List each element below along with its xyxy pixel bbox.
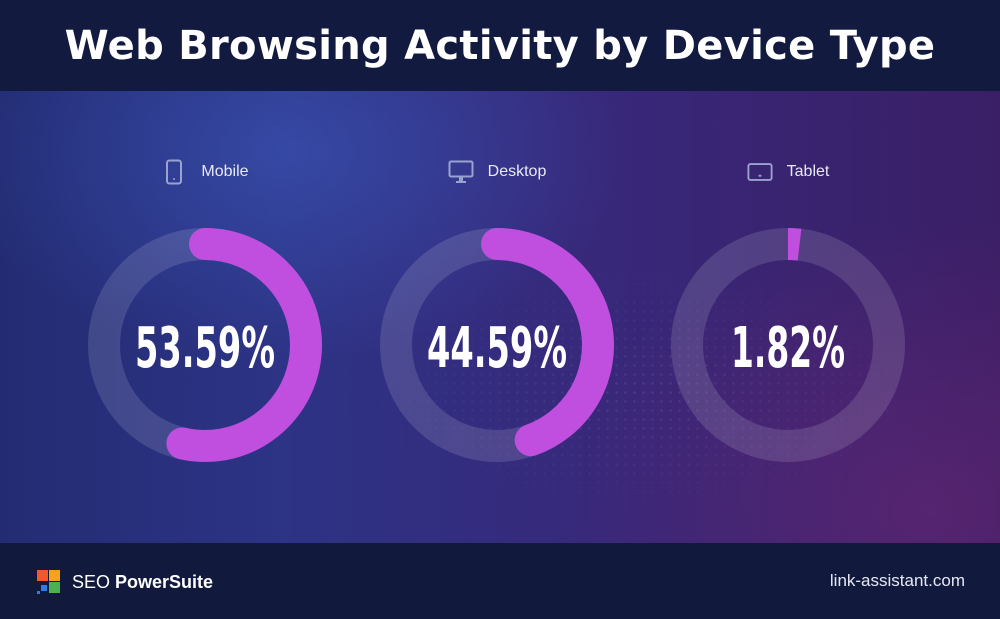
brand-logo[interactable]: SEO PowerSuite: [36, 569, 213, 595]
donut-arc-tablet: [787, 228, 802, 261]
donut-desktop: 44.59%: [380, 228, 614, 462]
website-link[interactable]: link-assistant.com: [829, 571, 965, 590]
legend-label-mobile: Mobile: [201, 163, 249, 180]
donut-tablet: 1.82%: [671, 228, 905, 462]
donut-arc-desktop: [481, 228, 614, 457]
monitor-icon: [448, 159, 474, 185]
value-label-mobile: 53.59%: [135, 316, 275, 381]
value-label-tablet: 1.82%: [731, 316, 845, 381]
device-card-mobile: Mobile 53.59%: [55, 91, 355, 543]
donut-arc-mobile: [166, 228, 322, 462]
device-card-desktop: Desktop 44.59%: [347, 91, 647, 543]
powersuite-logo-icon: [37, 570, 60, 594]
footer: SEO PowerSuite link-assistant.com: [0, 543, 1000, 619]
device-card-tablet: Tablet 1.82%: [638, 91, 938, 543]
legend-label-tablet: Tablet: [786, 163, 830, 180]
donut-mobile: 53.59%: [88, 228, 322, 462]
chart-title: Web Browsing Activity by Device Type: [64, 22, 936, 69]
chart-area: Mobile 53.59% Desktop 44.59%: [0, 91, 1000, 543]
brand-name: PowerSuite: [115, 571, 214, 592]
legend-label-desktop: Desktop: [487, 163, 547, 180]
smartphone-icon: [161, 159, 187, 185]
tablet-icon: [747, 159, 773, 185]
value-label-desktop: 44.59%: [427, 316, 567, 381]
brand-prefix: SEO: [72, 571, 111, 592]
header: Web Browsing Activity by Device Type: [0, 0, 1000, 91]
